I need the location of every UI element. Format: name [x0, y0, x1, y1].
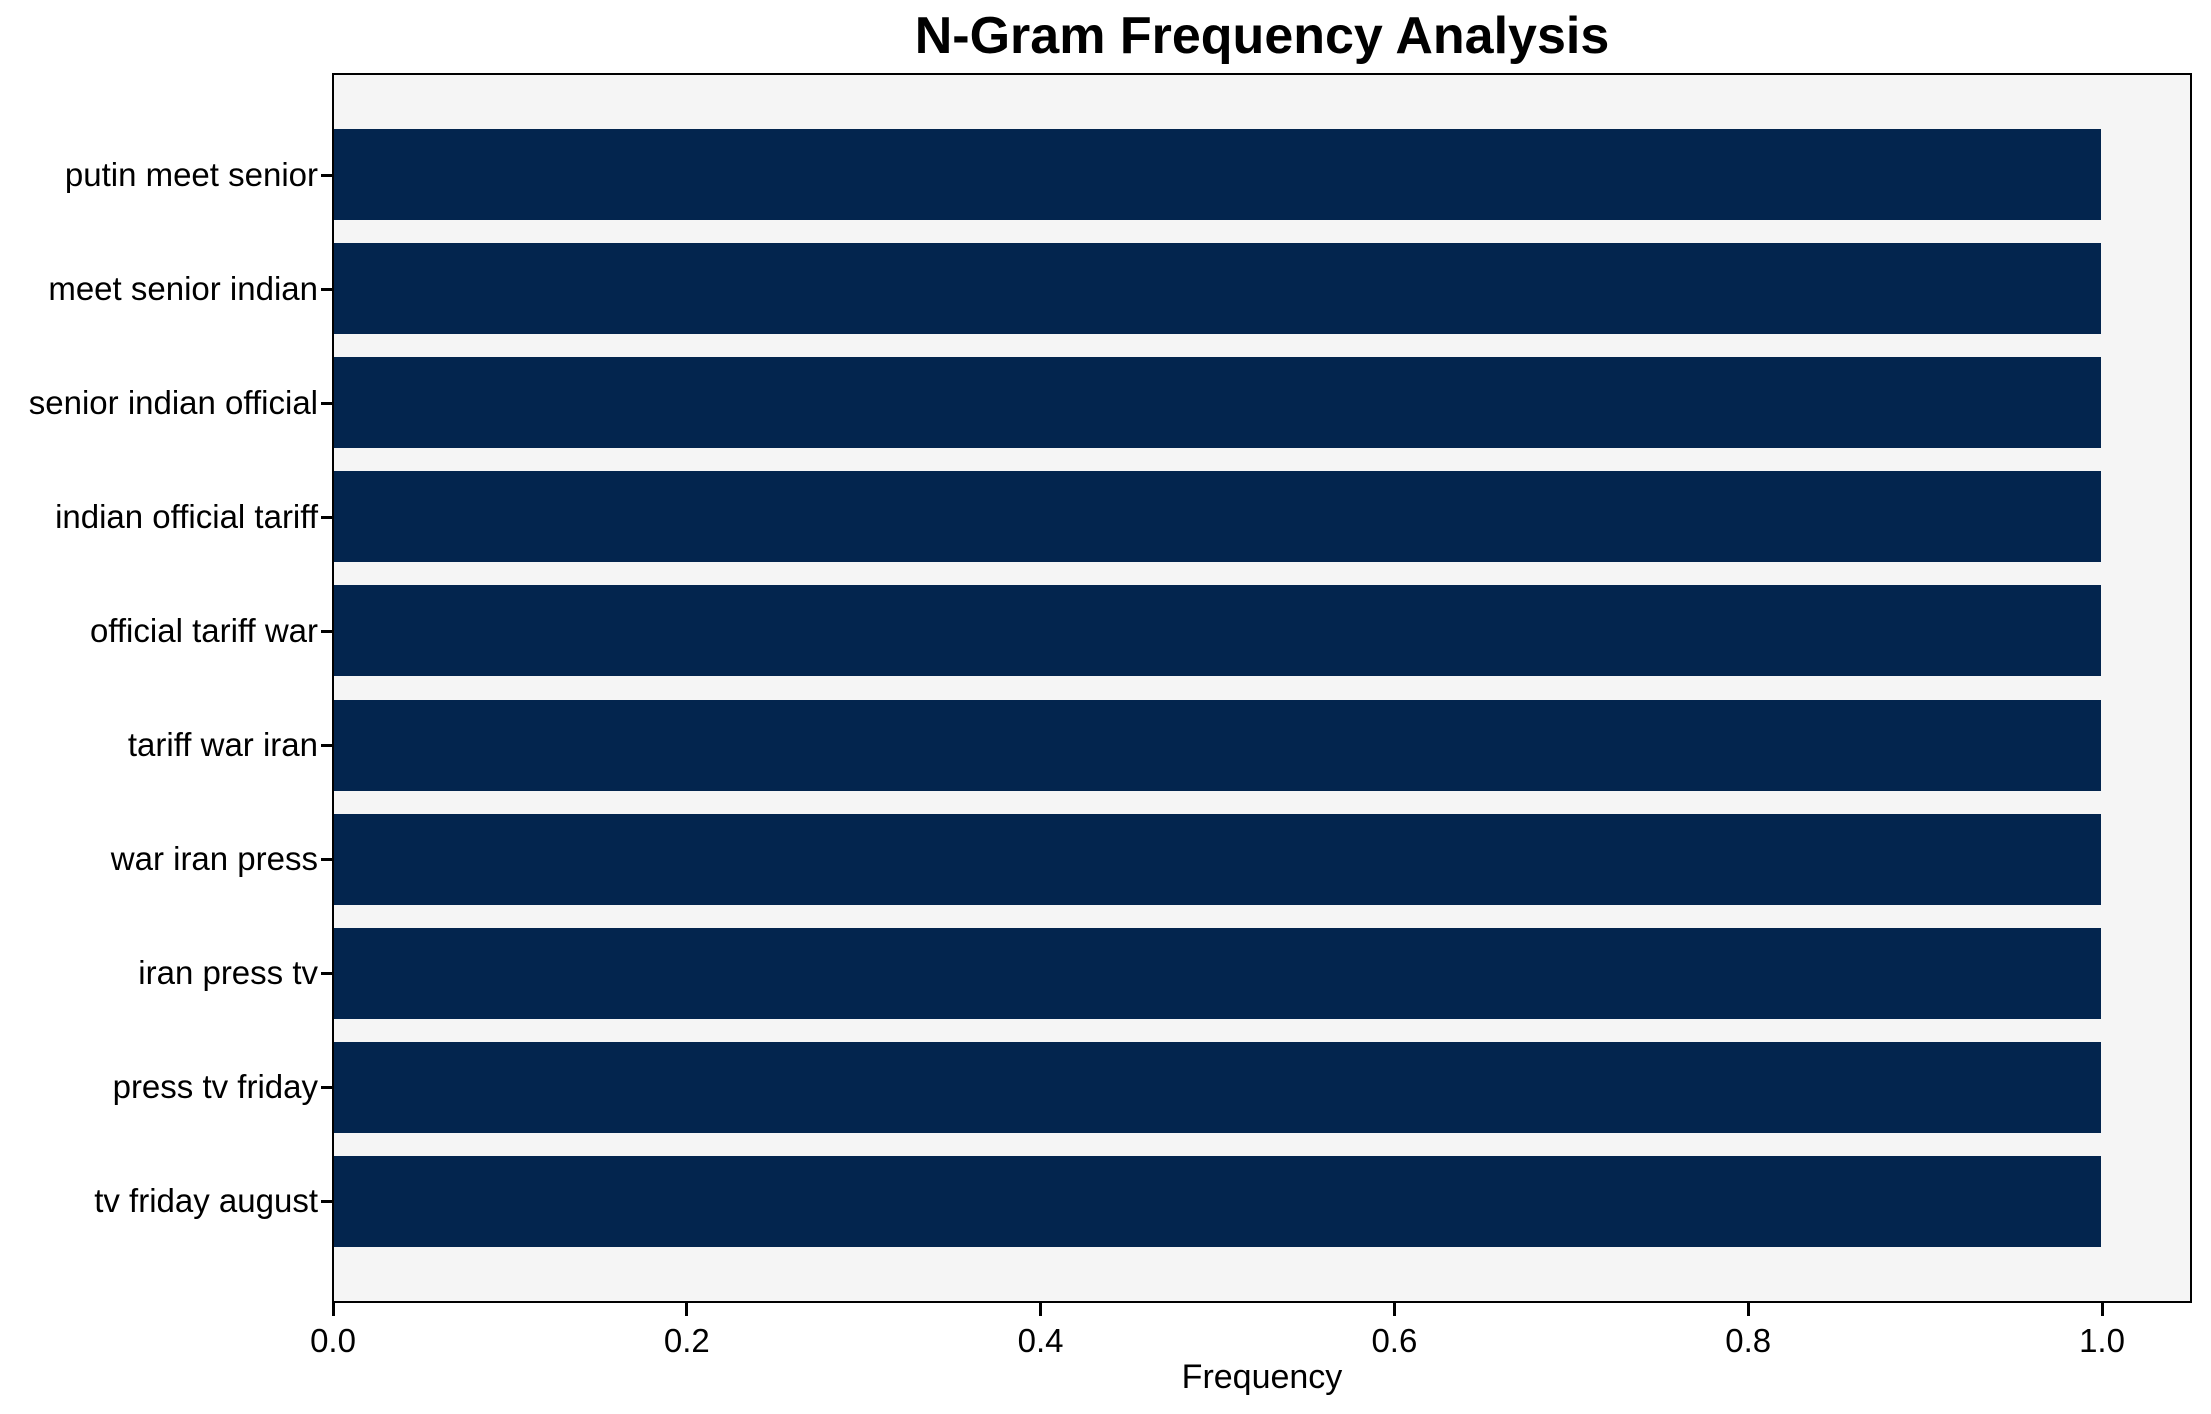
y-tick-label: press tv friday — [112, 1068, 318, 1106]
x-tick-label: 0.4 — [1017, 1322, 1064, 1359]
bar — [334, 243, 2101, 335]
y-tick-label: official tariff war — [89, 611, 318, 649]
y-tick-label: tariff war iran — [127, 726, 318, 763]
y-tick-mark — [321, 744, 332, 747]
y-tick-mark — [321, 173, 332, 177]
x-tick-mark — [1746, 1303, 1750, 1316]
y-tick-mark — [321, 401, 332, 405]
plot-area — [332, 73, 2192, 1303]
x-axis-title: Frequency — [1181, 1358, 1343, 1396]
x-tick-mark — [685, 1303, 689, 1316]
x-tick-mark — [1392, 1303, 1396, 1316]
bar — [334, 357, 2101, 449]
y-tick-label: indian official tariff — [55, 497, 318, 535]
bar — [334, 699, 2101, 791]
bar — [334, 471, 2101, 563]
x-tick-mark — [331, 1303, 335, 1316]
y-tick-mark — [321, 629, 332, 633]
bar — [334, 1041, 2101, 1133]
y-tick-label: putin meet senior — [64, 155, 318, 193]
x-tick-mark — [1039, 1303, 1043, 1316]
x-tick-label: 0.2 — [663, 1322, 710, 1359]
bar — [334, 585, 2101, 677]
y-tick-mark — [321, 858, 332, 862]
y-tick-label: war iran press — [110, 840, 318, 878]
y-tick-mark — [321, 287, 332, 291]
y-tick-mark — [321, 972, 332, 976]
bar — [334, 813, 2101, 905]
y-tick-mark — [321, 1200, 332, 1204]
y-tick-label: meet senior indian — [48, 269, 318, 307]
y-tick-label: tv friday august — [94, 1182, 318, 1220]
y-tick-mark — [321, 515, 332, 519]
chart-title: N-Gram Frequency Analysis — [914, 7, 1610, 65]
x-tick-mark — [2100, 1303, 2104, 1316]
y-tick-label: iran press tv — [138, 954, 318, 992]
x-tick-label: 1.0 — [2079, 1322, 2125, 1359]
bar — [334, 1155, 2101, 1247]
y-tick-label: senior indian official — [28, 383, 318, 421]
x-tick-label: 0.0 — [310, 1322, 356, 1359]
x-tick-label: 0.8 — [1725, 1322, 1772, 1359]
x-tick-label: 0.6 — [1371, 1322, 1418, 1359]
bar — [334, 927, 2101, 1019]
y-tick-mark — [321, 1086, 332, 1090]
bar — [334, 129, 2101, 220]
